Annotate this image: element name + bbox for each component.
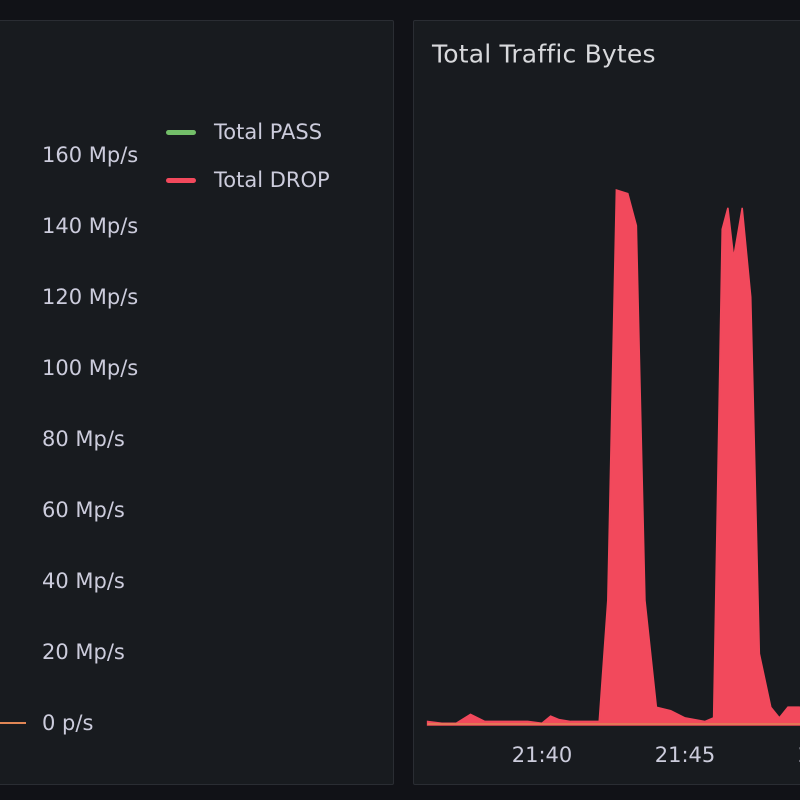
legend-swatch-drop [166,177,196,183]
legend-swatch-pass [166,129,196,135]
y-axis-tick-label: 0 p/s [42,711,94,735]
y-axis-tick-label: 20 Mp/s [42,640,125,664]
y-axis-tick-label: 60 Mp/s [42,498,125,522]
legend-label: Total DROP [214,168,330,192]
zero-series-line [0,722,26,724]
x-axis-tick-label: 21:45 [655,743,716,767]
y-axis-tick-label: 100 Mp/s [42,356,139,380]
panel-title: Total Traffic Bytes [432,39,656,69]
legend: Total PASS Total DROP [166,108,330,204]
legend-label: Total PASS [214,120,323,144]
y-axis-tick-label: 160 Mp/s [42,143,139,167]
legend-item-total-drop[interactable]: Total DROP [166,156,330,204]
y-axis-tick-label: 120 Mp/s [42,285,139,309]
y-axis-tick-label: 140 Mp/s [42,214,139,238]
legend-item-total-pass[interactable]: Total PASS [166,108,330,156]
y-axis-tick-label: 80 Mp/s [42,427,125,451]
left-panel [0,20,394,785]
x-axis-tick-label: 2 [798,743,800,767]
x-axis-tick-label: 21:40 [512,743,573,767]
series-total-drop-area [426,188,800,726]
y-axis-tick-label: 40 Mp/s [42,569,125,593]
